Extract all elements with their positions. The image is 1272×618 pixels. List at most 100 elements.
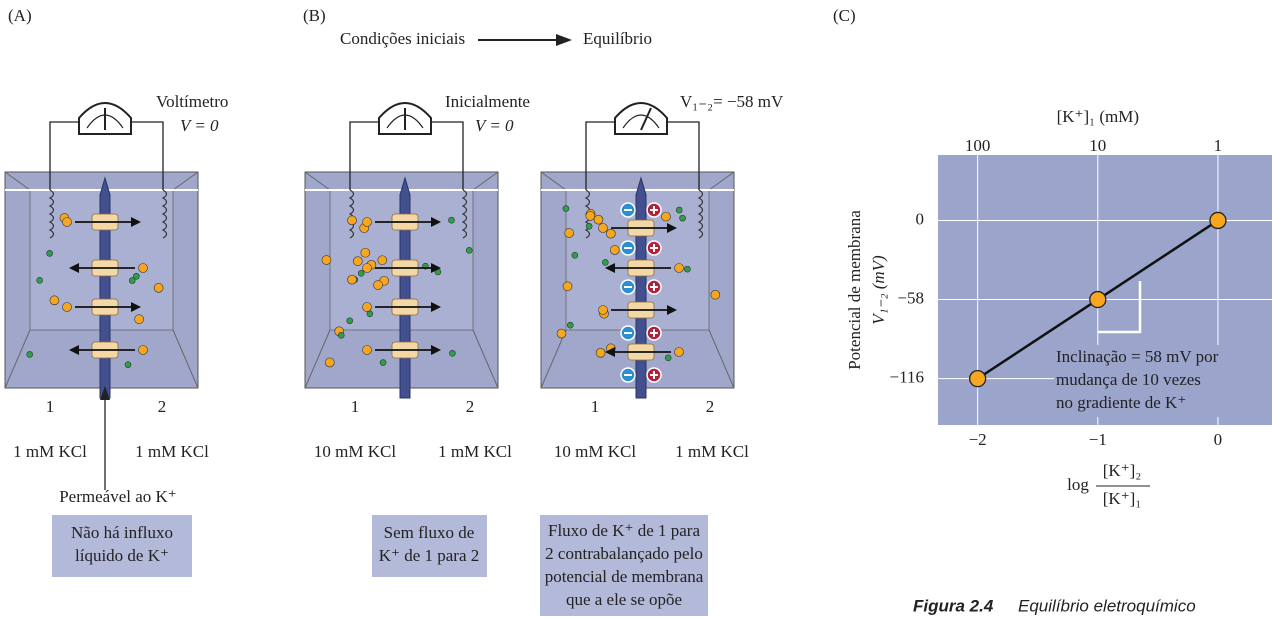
ion bbox=[363, 218, 372, 227]
annotation: no gradiente de K⁺ bbox=[1056, 393, 1186, 412]
compartment: 2 bbox=[158, 397, 167, 416]
ion bbox=[675, 264, 684, 273]
chart: −2−10100101−116−580Inclinação = 58 mV po… bbox=[845, 107, 1272, 508]
annotation: Inclinação = 58 mV por bbox=[1056, 347, 1219, 366]
x2-tick-label: 100 bbox=[965, 136, 991, 155]
caption-line: líquido de K⁺ bbox=[75, 546, 169, 565]
caption-line: K⁺ de 1 para 2 bbox=[379, 546, 480, 565]
ion bbox=[139, 264, 148, 273]
ion bbox=[449, 350, 455, 356]
membrane-label: Permeável ao K⁺ bbox=[59, 487, 177, 506]
ion bbox=[353, 257, 362, 266]
caption-line: Fluxo de K⁺ de 1 para bbox=[548, 521, 700, 540]
caption-line: Não há influxo bbox=[71, 523, 173, 542]
ion bbox=[572, 252, 578, 258]
annotation: mudança de 10 vezes bbox=[1056, 370, 1201, 389]
solution: 10 mM KCl bbox=[554, 442, 636, 461]
header-arrow-head bbox=[556, 34, 572, 46]
ion bbox=[599, 224, 608, 233]
data-point bbox=[970, 371, 986, 387]
ion bbox=[680, 215, 686, 221]
ion bbox=[139, 346, 148, 355]
ion bbox=[711, 290, 720, 299]
ion bbox=[374, 281, 383, 290]
ion bbox=[676, 207, 682, 213]
ion bbox=[675, 348, 684, 357]
compartment: 1 bbox=[46, 397, 55, 416]
x-axis-label: log bbox=[1067, 475, 1089, 494]
ion bbox=[322, 256, 331, 265]
ion bbox=[563, 282, 572, 291]
ion bbox=[125, 362, 131, 368]
ion bbox=[363, 346, 372, 355]
figure-caption: Equilíbrio eletroquímico bbox=[1018, 596, 1196, 615]
x2-tick-label: 10 bbox=[1089, 136, 1106, 155]
caption-line: 2 contrabalançado pelo bbox=[545, 544, 703, 563]
membrane bbox=[100, 178, 110, 398]
ion bbox=[133, 273, 139, 279]
header-end: Equilíbrio bbox=[583, 29, 652, 48]
ion bbox=[135, 315, 144, 324]
y-tick-label: 0 bbox=[916, 209, 925, 228]
ion bbox=[665, 355, 671, 361]
caption-line: potencial de membrana bbox=[545, 567, 704, 586]
ion bbox=[47, 250, 53, 256]
ion bbox=[684, 266, 690, 272]
ion bbox=[154, 283, 163, 292]
meter-value: V = 0 bbox=[180, 116, 219, 135]
compartment: 1 bbox=[351, 397, 360, 416]
meter-label: V₁₋₂= −58 mV bbox=[680, 92, 784, 111]
x2-tick-label: 1 bbox=[1214, 136, 1223, 155]
meter-label: Inicialmente bbox=[445, 92, 530, 111]
ion bbox=[50, 296, 59, 305]
figure-number: Figura 2.4 bbox=[913, 596, 994, 615]
ion bbox=[586, 211, 595, 220]
ion bbox=[567, 322, 573, 328]
ion bbox=[661, 212, 670, 221]
compartment: 2 bbox=[466, 397, 475, 416]
panel-label: (B) bbox=[303, 6, 326, 25]
ion bbox=[594, 215, 603, 224]
ion bbox=[367, 311, 373, 317]
membrane bbox=[636, 178, 646, 398]
ion bbox=[338, 332, 344, 338]
x-axis-label: [K⁺]₁ bbox=[1103, 489, 1142, 508]
ion bbox=[361, 248, 370, 257]
ion bbox=[596, 348, 605, 357]
ion bbox=[63, 303, 72, 312]
solution: 1 mM KCl bbox=[13, 442, 87, 461]
ion bbox=[610, 245, 619, 254]
ion bbox=[380, 360, 386, 366]
x2-axis-label: [K⁺]₁ (mM) bbox=[1057, 107, 1139, 126]
y-axis-label: Potencial de membrana bbox=[845, 210, 864, 370]
ion bbox=[37, 277, 43, 283]
membrane bbox=[400, 178, 410, 398]
x-tick-label: −1 bbox=[1089, 430, 1107, 449]
ion bbox=[27, 351, 33, 357]
ion bbox=[378, 256, 387, 265]
data-point bbox=[1210, 212, 1226, 228]
ion bbox=[448, 217, 454, 223]
ion bbox=[347, 318, 353, 324]
meter-label: Voltímetro bbox=[156, 92, 228, 111]
solution: 1 mM KCl bbox=[438, 442, 512, 461]
ion bbox=[348, 216, 357, 225]
ion bbox=[466, 247, 472, 253]
x-tick-label: −2 bbox=[969, 430, 987, 449]
ion bbox=[358, 270, 364, 276]
solution: 1 mM KCl bbox=[135, 442, 209, 461]
meter-value: V = 0 bbox=[475, 116, 514, 135]
x-axis-label: [K⁺]₂ bbox=[1103, 461, 1142, 480]
ion bbox=[63, 218, 72, 227]
ion bbox=[363, 264, 372, 273]
ion bbox=[602, 259, 608, 265]
panel-label: (C) bbox=[833, 6, 856, 25]
ion bbox=[599, 306, 608, 315]
ion bbox=[606, 229, 615, 238]
ion bbox=[363, 303, 372, 312]
y-axis-label: V₁₋₂ (mV) bbox=[869, 255, 888, 325]
ion bbox=[586, 223, 592, 229]
ion bbox=[563, 206, 569, 212]
diagrams bbox=[5, 103, 734, 398]
header-start: Condições iniciais bbox=[340, 29, 465, 48]
